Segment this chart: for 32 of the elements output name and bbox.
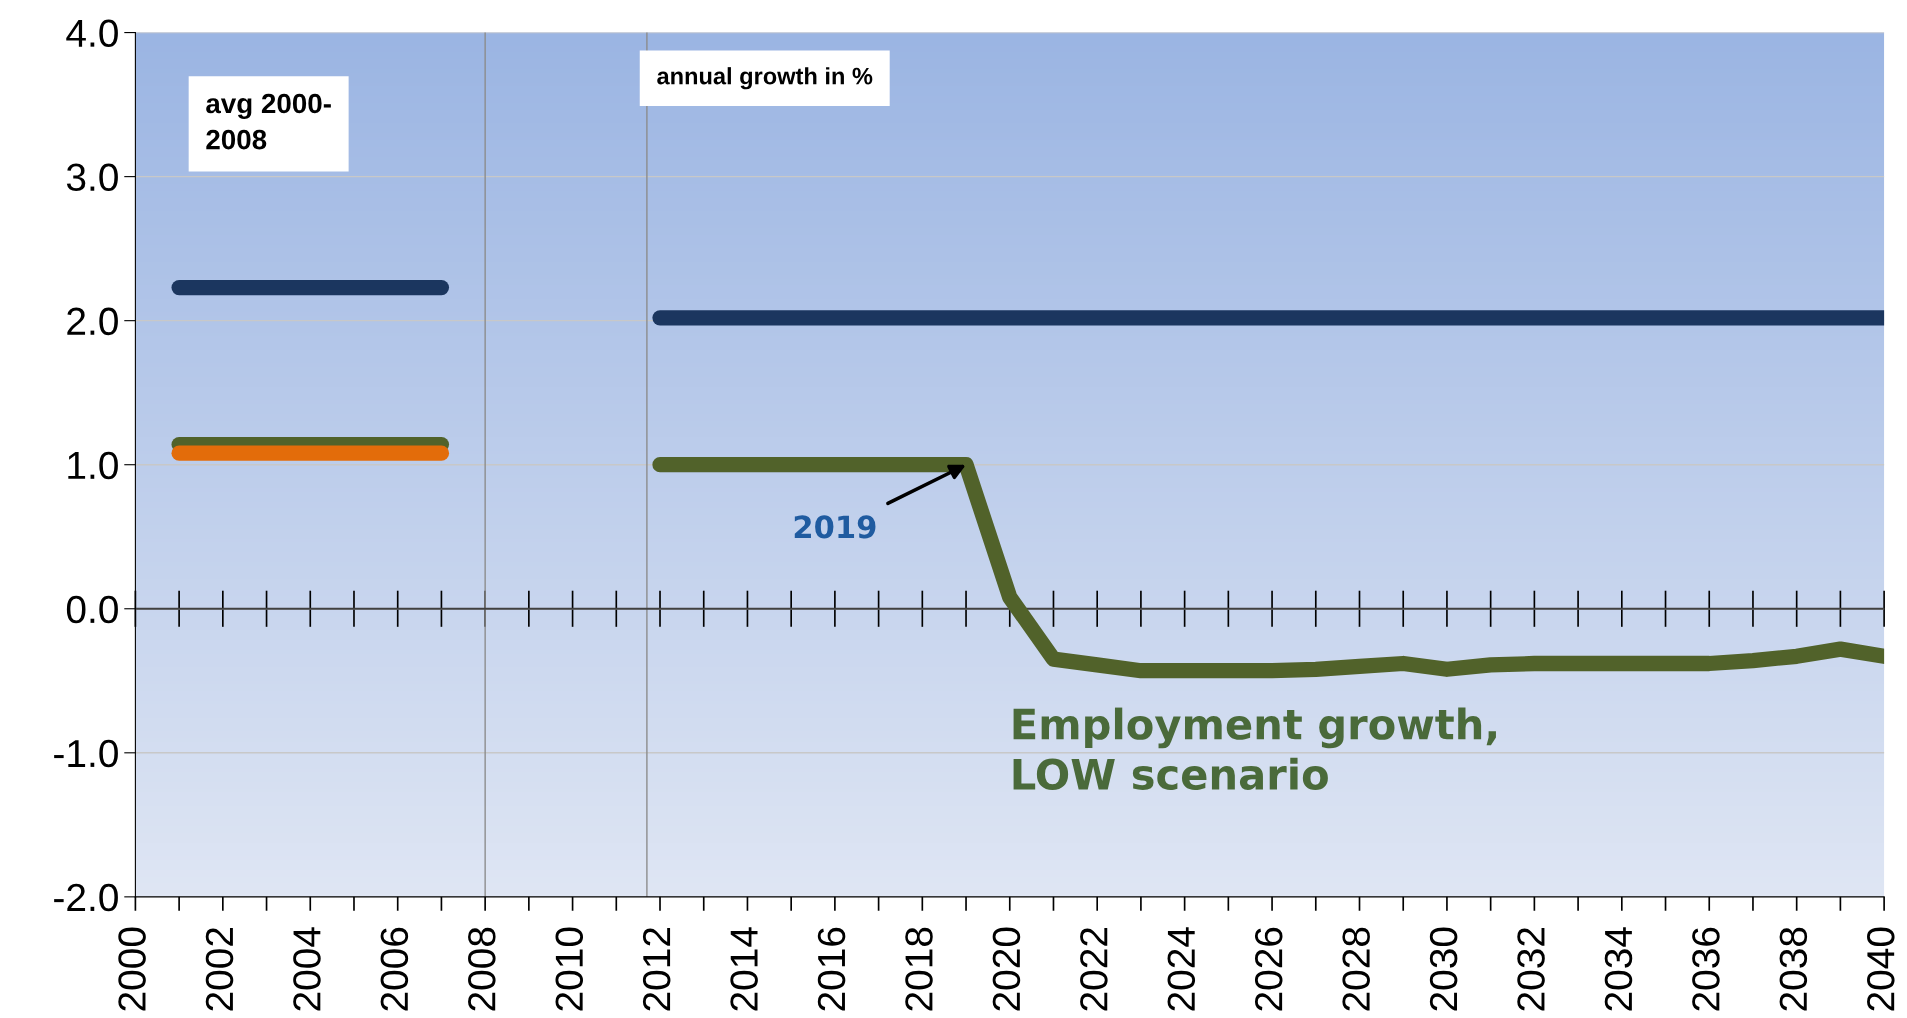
x-tick-label: 2038 xyxy=(1779,927,1808,1011)
x-tick-label: 2012 xyxy=(642,927,671,1011)
y-tick-label: 0.0 xyxy=(66,595,118,624)
x-tick-label: 2018 xyxy=(905,927,933,1011)
annotation: avg 2000- 2008 xyxy=(206,93,331,150)
x-tick-label: 2036 xyxy=(1692,927,1720,1011)
x-tick-label: 2022 xyxy=(1080,927,1108,1011)
x-tick-label: 2028 xyxy=(1342,927,1370,1011)
x-tick-label: 2002 xyxy=(205,927,234,1011)
y-tick-label: -1.0 xyxy=(54,739,118,768)
x-tick-label: 2034 xyxy=(1604,927,1633,1011)
x-tick-label: 2010 xyxy=(555,927,584,1011)
x-tick-label: 2000 xyxy=(118,927,146,1011)
x-tick-label: 2004 xyxy=(293,927,321,1011)
x-tick-label: 2008 xyxy=(468,927,496,1011)
annotation: 2019 xyxy=(794,515,876,539)
x-tick-label: 2020 xyxy=(992,927,1021,1011)
y-tick-label: -2.0 xyxy=(54,883,118,912)
series-label: Employment growth, LOW scenario xyxy=(1013,707,1496,790)
x-tick-label: 2024 xyxy=(1167,927,1196,1011)
x-tick-label: 2014 xyxy=(730,927,758,1011)
x-tick-label: 2030 xyxy=(1429,927,1458,1011)
y-tick-label: 3.0 xyxy=(66,163,118,192)
annotation: annual growth in % xyxy=(657,67,873,90)
x-tick-label: 2006 xyxy=(380,927,409,1011)
x-tick-label: 2040 xyxy=(1867,927,1895,1011)
y-tick-label: 1.0 xyxy=(68,451,118,480)
y-tick-label: 4.0 xyxy=(66,19,118,48)
x-tick-label: 2016 xyxy=(817,927,846,1011)
x-tick-label: 2026 xyxy=(1254,927,1283,1011)
x-tick-label: 2032 xyxy=(1517,927,1545,1011)
y-tick-label: 2.0 xyxy=(67,307,118,336)
